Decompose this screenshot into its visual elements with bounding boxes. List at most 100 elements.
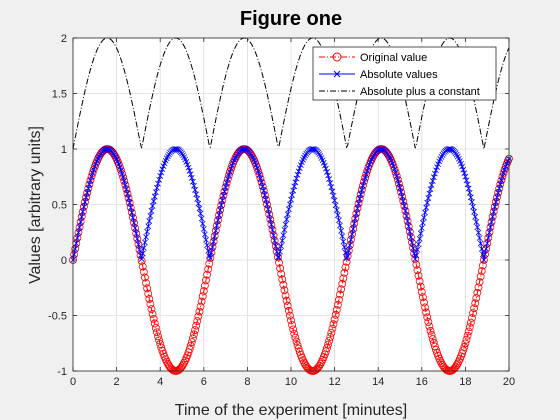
data-point	[178, 362, 186, 371]
data-point	[75, 229, 82, 236]
data-point	[463, 177, 470, 184]
data-point	[217, 207, 224, 213]
data-point	[193, 317, 202, 326]
data-point	[305, 365, 314, 374]
data-point	[483, 245, 489, 252]
data-point	[218, 202, 225, 209]
data-point	[336, 217, 342, 224]
data-point	[145, 295, 154, 303]
data-point	[143, 284, 152, 293]
data-point	[264, 201, 270, 208]
data-point	[475, 229, 482, 236]
data-point	[352, 215, 359, 222]
data-point	[391, 168, 400, 177]
data-point	[425, 322, 434, 331]
data-point	[72, 246, 79, 252]
data-point	[345, 247, 352, 254]
data-point	[416, 282, 425, 291]
data-point	[89, 170, 96, 176]
x-tick-label: 6	[201, 376, 207, 388]
data-point	[475, 278, 484, 286]
data-point	[155, 336, 164, 345]
data-point	[203, 236, 209, 243]
x-tick-labels: 0 2 4 6 8 10 12 14 16 18 20	[70, 376, 515, 388]
data-point	[150, 319, 159, 328]
data-point	[428, 335, 437, 343]
data-point	[283, 301, 292, 310]
data-point	[200, 281, 209, 290]
legend-label-absolute: Absolute values	[360, 69, 438, 81]
data-point	[276, 264, 285, 273]
data-point	[193, 191, 200, 198]
data-point	[436, 357, 445, 365]
data-point	[397, 184, 403, 191]
data-point	[196, 302, 205, 311]
data-point	[362, 174, 369, 181]
data-point	[421, 303, 429, 312]
data-point	[302, 152, 309, 159]
data-point	[484, 233, 493, 242]
data-point	[489, 213, 496, 220]
data-point	[275, 254, 281, 261]
data-point	[427, 331, 436, 339]
data-point	[411, 255, 420, 264]
data-point	[263, 196, 269, 203]
data-point	[339, 274, 348, 283]
data-point	[471, 299, 480, 308]
data-point	[465, 185, 472, 192]
data-point	[279, 237, 286, 244]
data-point	[208, 249, 215, 256]
x-axis-label: Time of the experiment [minutes]	[175, 402, 407, 419]
data-point	[415, 277, 424, 286]
data-point	[254, 165, 261, 172]
data-point	[481, 250, 489, 259]
data-point	[261, 192, 268, 198]
data-point	[338, 227, 345, 234]
data-point	[77, 219, 84, 225]
data-point	[337, 222, 343, 229]
data-point	[393, 175, 402, 184]
data-point	[146, 218, 153, 224]
data-point	[268, 225, 277, 234]
data-point	[224, 176, 231, 182]
data-point	[476, 272, 485, 281]
data-point	[158, 169, 165, 176]
data-point	[241, 146, 248, 152]
data-point	[272, 243, 279, 250]
legend-label-constant: Absolute plus a constant	[360, 86, 480, 98]
data-point	[353, 210, 360, 217]
data-point	[403, 213, 410, 219]
data-point	[423, 313, 432, 322]
data-point	[188, 334, 197, 343]
data-point	[198, 215, 205, 222]
data-point	[267, 216, 274, 223]
data-point	[337, 285, 346, 294]
data-point	[110, 150, 117, 157]
data-point	[430, 174, 437, 181]
data-point	[212, 221, 221, 230]
data-point	[187, 338, 196, 347]
data-point	[265, 206, 271, 213]
data-point	[496, 185, 503, 192]
data-point	[426, 190, 433, 197]
data-point	[228, 165, 234, 172]
data-point	[350, 226, 357, 232]
data-point	[196, 205, 203, 212]
data-point	[429, 178, 436, 184]
data-point	[425, 195, 432, 201]
data-point	[460, 343, 469, 351]
data-point	[141, 273, 149, 282]
data-point	[465, 323, 474, 332]
data-point	[191, 182, 197, 189]
data-point	[348, 230, 356, 239]
y-axis-label: Values [arbitrary units]	[27, 126, 44, 284]
data-point	[348, 236, 354, 243]
data-point	[277, 248, 283, 255]
data-point	[350, 219, 359, 228]
data-point	[132, 225, 139, 231]
data-point	[326, 333, 335, 341]
data-point	[340, 268, 349, 277]
data-point	[152, 189, 159, 195]
data-point	[184, 161, 191, 168]
data-point	[198, 292, 207, 301]
